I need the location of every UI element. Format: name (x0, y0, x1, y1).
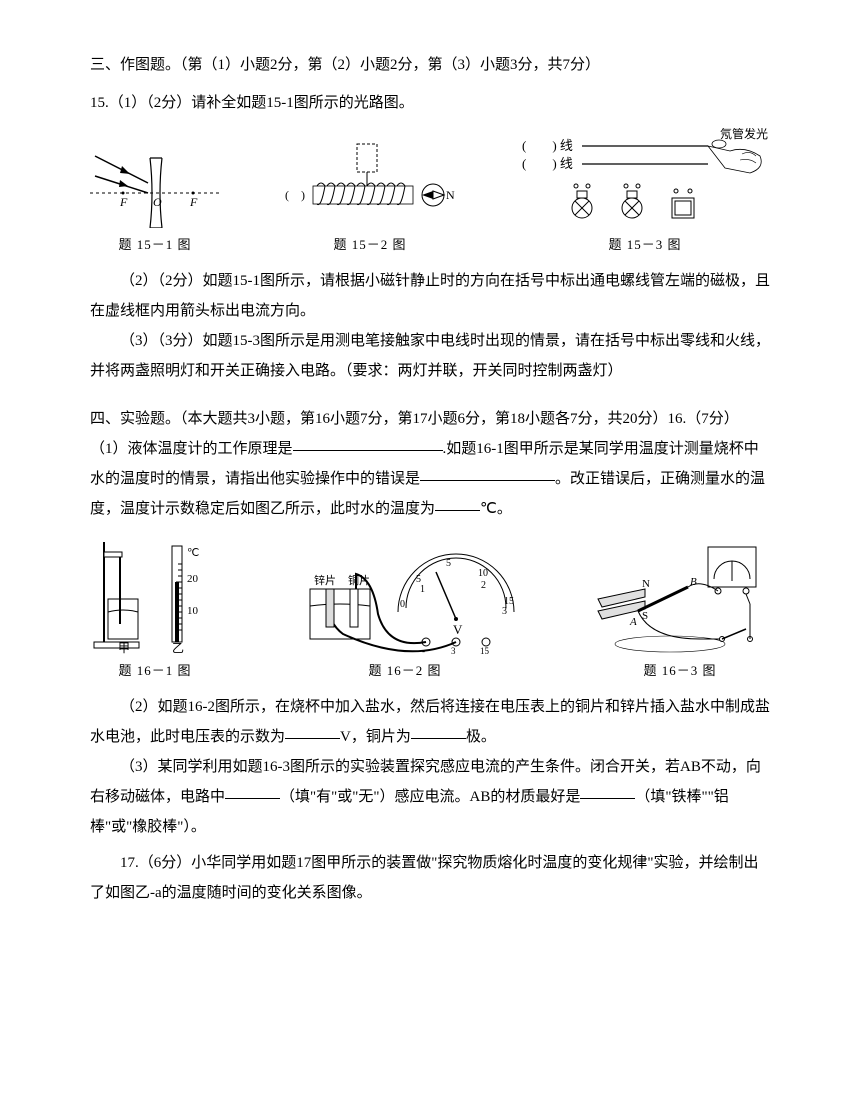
bulb-1 (572, 184, 592, 218)
line1-label: ( ) 线 (522, 138, 573, 153)
q16-figures: 甲 ℃ 20 10 乙 题 16－1 图 V 0 (90, 534, 770, 684)
zinc-label: 锌片 (314, 573, 336, 587)
line2-label: ( ) 线 (522, 156, 573, 171)
compass-N: N (446, 188, 455, 202)
fig-15-2: N ( ) 题 15－2 图 (285, 138, 455, 258)
V-label: V (453, 622, 463, 637)
svg-text:1: 1 (420, 584, 425, 595)
q15-sub3: （3）（3分）如题15-3图所示是用测电笔接触家中电线时出现的情景，请在括号中标… (90, 326, 770, 386)
fig-15-1-caption: 题 15－1 图 (90, 232, 220, 258)
neon-label: 氖管发光 (720, 128, 768, 141)
copper-label: 铜片 (348, 573, 370, 587)
label-O: O (153, 195, 162, 209)
fig-15-1: F O F 题 15－1 图 (90, 138, 220, 258)
q15-sub2: （2）（2分）如题15-1图所示，请根据小磁针静止时的方向在括号中标出通电螺线管… (90, 266, 770, 326)
q15-intro: 15.（1）（2分）请补全如题15-1图所示的光路图。 (90, 88, 770, 118)
yi-label: 乙 (172, 641, 184, 654)
svg-text:10: 10 (478, 568, 488, 579)
svg-text:5: 5 (446, 558, 451, 569)
S-label: S (642, 610, 648, 622)
svg-text:15: 15 (480, 646, 490, 654)
section4-header: 四、实验题。（本大题共3小题，第16小题7分，第17小题6分，第18小题各7分，… (90, 404, 770, 434)
N-label: N (642, 578, 650, 590)
fig-15-2-caption: 题 15－2 图 (285, 232, 455, 258)
fig-16-3-caption: 题 16－3 图 (590, 658, 770, 684)
fig-15-3: ( ) 线 ( ) 线 氖管发光 (520, 128, 770, 258)
fig-16-3: N S A B 题 16－3 图 (590, 539, 770, 684)
fig-15-3-caption: 题 15－3 图 (520, 232, 770, 258)
bulb-2 (622, 184, 642, 218)
solenoid-blank: ( ) (285, 188, 305, 202)
q16-sub2: （2）如题16-2图所示，在烧杯中加入盐水，然后将连接在电压表上的铜片和锌片插入… (90, 692, 770, 752)
q16-sub3: （3）某同学利用如题16-3图所示的实验装置探究感应电流的产生条件。闭合开关，若… (90, 752, 770, 842)
label-F-left: F (119, 195, 128, 209)
q16-sub1: （1）液体温度计的工作原理是.如题16-1图甲所示是某同学用温度计测量烧杯中水的… (90, 434, 770, 524)
fig-16-2-caption: 题 16－2 图 (288, 658, 523, 684)
switch-symbol (672, 189, 694, 218)
jia-label: 甲 (118, 641, 130, 654)
t10: 10 (187, 605, 199, 617)
t20: 20 (187, 573, 199, 585)
fig-16-1: 甲 ℃ 20 10 乙 题 16－1 图 (90, 534, 220, 684)
fig-16-2: V 0 5 1 5 10 2 15 3 - 3 15 锌片 (288, 534, 523, 684)
q17-text: 17.（6分）小华同学用如题17图甲所示的装置做"探究物质熔化时温度的变化规律"… (90, 848, 770, 908)
label-F-right: F (189, 195, 198, 209)
svg-text:3: 3 (502, 606, 507, 617)
svg-text:2: 2 (481, 580, 486, 591)
A-label: A (629, 616, 637, 628)
fig-16-1-caption: 题 16－1 图 (90, 658, 220, 684)
unit-c: ℃ (187, 547, 199, 559)
section3-header: 三、作图题。（第（1）小题2分，第（2）小题2分，第（3）小题3分，共7分） (90, 50, 770, 80)
B-label: B (690, 576, 697, 588)
svg-text:3: 3 (451, 646, 456, 654)
svg-text:0: 0 (400, 599, 405, 610)
q15-figures: F O F 题 15－1 图 N (90, 128, 770, 258)
